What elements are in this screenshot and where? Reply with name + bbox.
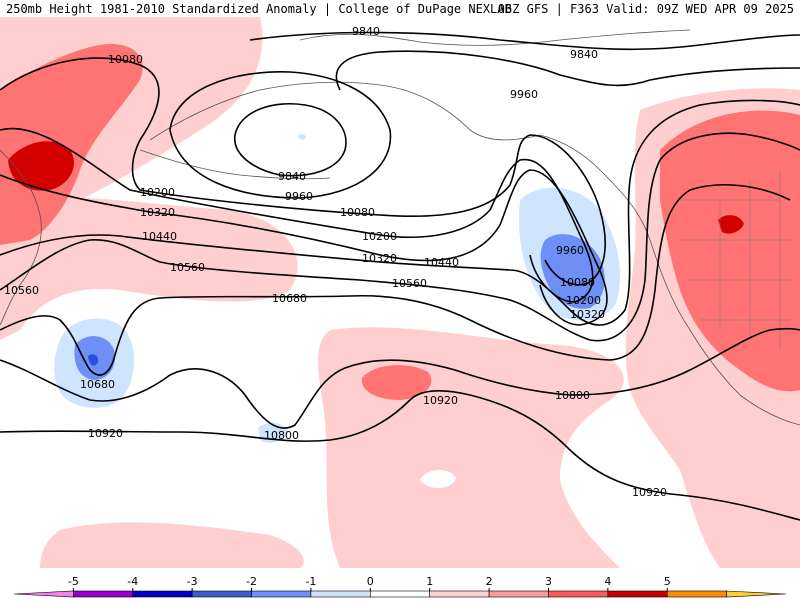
coastline-asia-east <box>0 149 42 326</box>
contour-label: 10200 <box>362 230 397 243</box>
colorbar-tick-label: -1 <box>305 575 316 588</box>
negative-anomaly-small-alaska <box>298 134 306 140</box>
colorbar-tick-label: 2 <box>486 575 493 588</box>
contour-9960-upper <box>335 50 800 91</box>
colorbar-segment <box>548 590 609 598</box>
colorbar-tick-label: -5 <box>68 575 79 588</box>
strong-positive-anomaly-central <box>361 365 432 400</box>
contour-10200 <box>0 127 594 303</box>
contour-label: 10320 <box>362 252 397 265</box>
colorbar-segment <box>488 590 549 598</box>
extreme-negative-anomaly-west-pacific <box>88 354 99 366</box>
contour-label: 10320 <box>140 206 175 219</box>
contour-label: 10440 <box>142 230 177 243</box>
contour-label: 10560 <box>4 284 39 297</box>
contour-label: 9840 <box>352 25 380 38</box>
colorbar-segment <box>666 590 727 598</box>
contour-label: 10680 <box>80 378 115 391</box>
contour-10080-northwest <box>0 57 606 286</box>
coastlines <box>0 29 800 426</box>
map-title: 250mb Height 1981-2010 Standardized Anom… <box>6 2 512 16</box>
colorbar-segment <box>251 590 312 598</box>
contour-label: 10080 <box>108 53 143 66</box>
contour-label: 9960 <box>510 88 538 101</box>
positive-anomaly-area-southwest <box>40 522 304 568</box>
contour-label: 10920 <box>88 427 123 440</box>
coastline-north-america-west <box>649 239 800 426</box>
coastline-north-arctic <box>299 29 691 46</box>
map-svg: 9840 9840 9840 9960 9960 9960 10080 1008… <box>0 17 800 568</box>
colorbar-tick-label: -4 <box>127 575 138 588</box>
contour-labels: 9840 9840 9840 9960 9960 9960 10080 1008… <box>4 25 667 499</box>
colorbar: -5 -4 -3 -2 -1 0 1 2 3 4 5 <box>0 568 800 600</box>
colorbar-segment <box>370 590 430 598</box>
colorbar-tick-label: 5 <box>664 575 671 588</box>
colorbar-segment <box>73 590 134 598</box>
contour-label: 9840 <box>570 48 598 61</box>
contour-10320 <box>0 169 608 326</box>
contour-label: 10560 <box>392 277 427 290</box>
contour-label: 9840 <box>278 170 306 183</box>
contour-10920 <box>0 390 800 521</box>
colorbar-tick-label: -2 <box>246 575 257 588</box>
colorbar-segment <box>310 590 371 598</box>
contour-label: 10200 <box>566 294 601 307</box>
contour-9960-ring <box>169 71 392 199</box>
colorbar-tick-label: -3 <box>187 575 198 588</box>
neutral-hole-central-pacific <box>420 469 456 489</box>
extreme-positive-anomaly-east <box>718 215 744 234</box>
contour-label: 10920 <box>632 486 667 499</box>
contour-label: 10200 <box>140 186 175 199</box>
colorbar-segment <box>429 590 490 598</box>
colorbar-tick-label: 3 <box>545 575 552 588</box>
header-bar: 250mb Height 1981-2010 Standardized Anom… <box>0 0 800 16</box>
model-run-info: 06Z GFS | F363 Valid: 09Z WED APR 09 202… <box>497 2 794 16</box>
height-contours <box>0 31 800 521</box>
colorbar-segment-max-arrow <box>726 590 787 598</box>
contour-label: 10080 <box>560 276 595 289</box>
coastline-alaska <box>149 81 651 241</box>
coastline-aleutians <box>139 149 331 180</box>
contour-9840-low <box>234 103 347 177</box>
colorbar-segment <box>191 590 252 598</box>
contour-10560 <box>0 132 800 342</box>
contour-10680 <box>0 184 791 376</box>
contour-label: 10320 <box>570 308 605 321</box>
contour-10800 <box>0 327 800 429</box>
map-panel: 9840 9840 9840 9960 9960 9960 10080 1008… <box>0 17 800 568</box>
strong-positive-anomaly-east <box>660 110 800 392</box>
contour-9840-arctic <box>249 31 800 51</box>
colorbar-tick-label: 0 <box>367 575 374 588</box>
colorbar-segment-min-arrow <box>13 590 74 598</box>
contour-label: 10440 <box>424 256 459 269</box>
colorbar-svg: -5 -4 -3 -2 -1 0 1 2 3 4 5 <box>13 575 787 598</box>
colorbar-tick-label: 4 <box>604 575 611 588</box>
contour-label: 10680 <box>272 292 307 305</box>
contour-label: 10800 <box>555 389 590 402</box>
contour-label: 10560 <box>170 261 205 274</box>
contour-label: 9960 <box>285 190 313 203</box>
contour-label: 10920 <box>423 394 458 407</box>
colorbar-segment <box>607 590 668 598</box>
colorbar-tick-label: 1 <box>426 575 433 588</box>
contour-10440 <box>0 99 800 326</box>
contour-label: 9960 <box>556 244 584 257</box>
contour-label: 10080 <box>340 206 375 219</box>
anomaly-shading <box>0 17 800 568</box>
contour-label: 10800 <box>264 429 299 442</box>
strong-negative-anomaly-east-pacific <box>540 234 605 309</box>
colorbar-segment <box>132 590 193 598</box>
positive-anomaly-area-west-pacific <box>0 196 298 340</box>
strong-positive-anomaly-northwest <box>0 44 143 245</box>
state-borders <box>680 170 790 350</box>
